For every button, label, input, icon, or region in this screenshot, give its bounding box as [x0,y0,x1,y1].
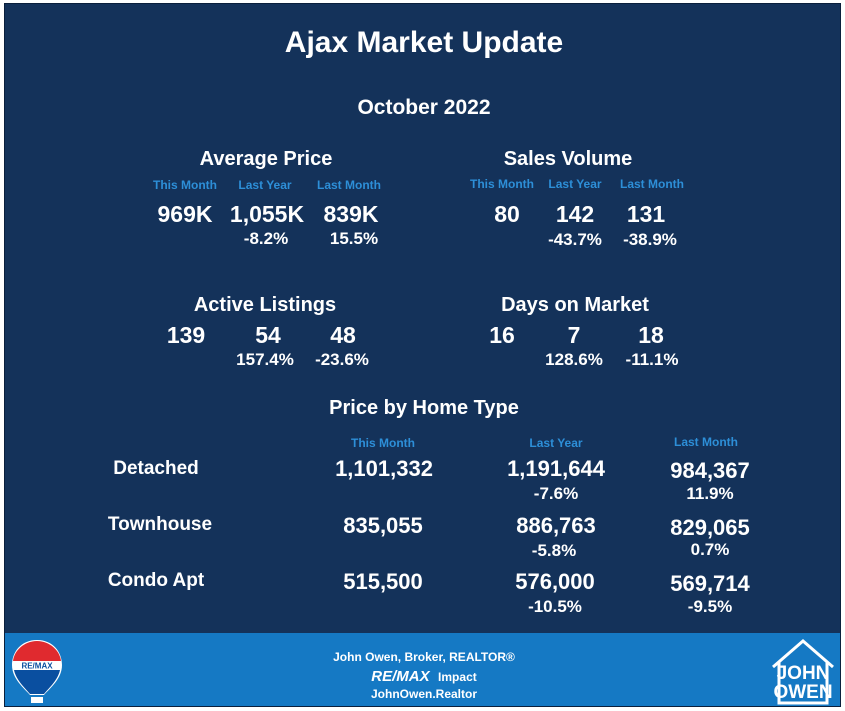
sales-volume-change-last-year: -43.7% [548,230,602,249]
home-type-last-year: 576,000 [515,569,595,594]
average-price-last-year: 1,055K [229,201,305,227]
days-on-market-change-last-month: -11.1% [625,350,679,369]
home-type-change-last-month: -9.5% [687,597,733,616]
average-price-this-month: 969K [157,201,213,227]
page-title: Ajax Market Update [284,26,564,59]
average-price-change-last-year: -8.2% [243,229,289,248]
agent-line: John Owen, Broker, REALTOR® [333,650,515,664]
average-price-last-month: 839K [323,201,379,227]
active-listings-this-month: 139 [166,322,206,348]
home-type-change-last-year: -10.5% [528,597,582,616]
sales-volume-label-last-month: Last Month [620,177,684,191]
average-price-label-this-month: This Month [153,178,217,192]
logo-text-john: JOHN [776,663,830,684]
sales-volume-last-month: 131 [626,201,666,227]
home-type-last-month: 829,065 [670,515,750,540]
home-type-label-this-month: This Month [351,436,415,450]
average-price-heading: Average Price [199,148,333,170]
days-on-market-last-month: 18 [638,322,664,348]
website-link[interactable]: JohnOwen.Realtor [370,687,478,701]
home-type-label-last-year: Last Year [529,436,583,450]
home-type-this-month: 515,500 [343,569,423,594]
days-on-market-change-last-year: 128.6% [545,350,603,369]
active-listings-last-month: 48 [330,322,356,348]
sales-volume-label-last-year: Last Year [548,177,602,191]
home-type-change-last-month: 11.9% [686,484,734,503]
sales-volume-label-this-month: This Month [470,177,534,191]
average-price-label-last-month: Last Month [317,178,381,192]
average-price-change-last-month: 15.5% [329,229,379,248]
active-listings-change-last-year: 157.4% [236,350,294,369]
home-type-name: Detached [113,458,199,479]
remax-brand: RE/MAX [371,668,430,685]
brokerage-line: RE/MAX Impact [371,669,476,685]
home-type-this-month: 835,055 [343,513,423,538]
report-month: October 2022 [357,96,491,119]
john-owen-house-logo: JOHN OWEN [768,637,838,705]
home-type-last-year: 886,763 [516,513,596,538]
sales-volume-heading: Sales Volume [503,148,633,170]
remax-balloon-logo: RE/MAX [12,640,62,703]
price-by-home-type-heading: Price by Home Type [329,397,519,419]
average-price-label-last-year: Last Year [238,178,292,192]
home-type-change-last-month: 0.7% [690,540,730,559]
home-type-last-year: 1,191,644 [507,456,605,481]
sales-volume-change-last-month: -38.9% [623,230,677,249]
brokerage-name: Impact [438,670,477,684]
home-type-last-month: 569,714 [670,571,750,596]
sales-volume-this-month: 80 [494,201,520,227]
home-type-change-last-year: -5.8% [531,541,577,560]
logo-text-owen: OWEN [773,682,833,703]
market-update-card: Ajax Market Update October 2022 Average … [4,3,841,707]
home-type-name: Townhouse [107,514,213,535]
active-listings-heading: Active Listings [193,294,337,316]
days-on-market-heading: Days on Market [501,294,649,316]
active-listings-change-last-month: -23.6% [315,350,369,369]
home-type-this-month: 1,101,332 [335,456,433,481]
days-on-market-last-year: 7 [567,322,581,348]
balloon-logo-text: RE/MAX [21,662,53,671]
days-on-market-this-month: 16 [489,322,515,348]
home-type-last-month: 984,367 [670,458,750,483]
home-type-label-last-month: Last Month [674,435,738,449]
footer-bar: RE/MAX John Owen, Broker, REALTOR® RE/MA… [5,633,840,706]
sales-volume-last-year: 142 [555,201,595,227]
home-type-change-last-year: -7.6% [533,484,579,503]
active-listings-last-year: 54 [255,322,281,348]
home-type-name: Condo Apt [107,570,205,591]
house-outline-icon [772,639,834,705]
